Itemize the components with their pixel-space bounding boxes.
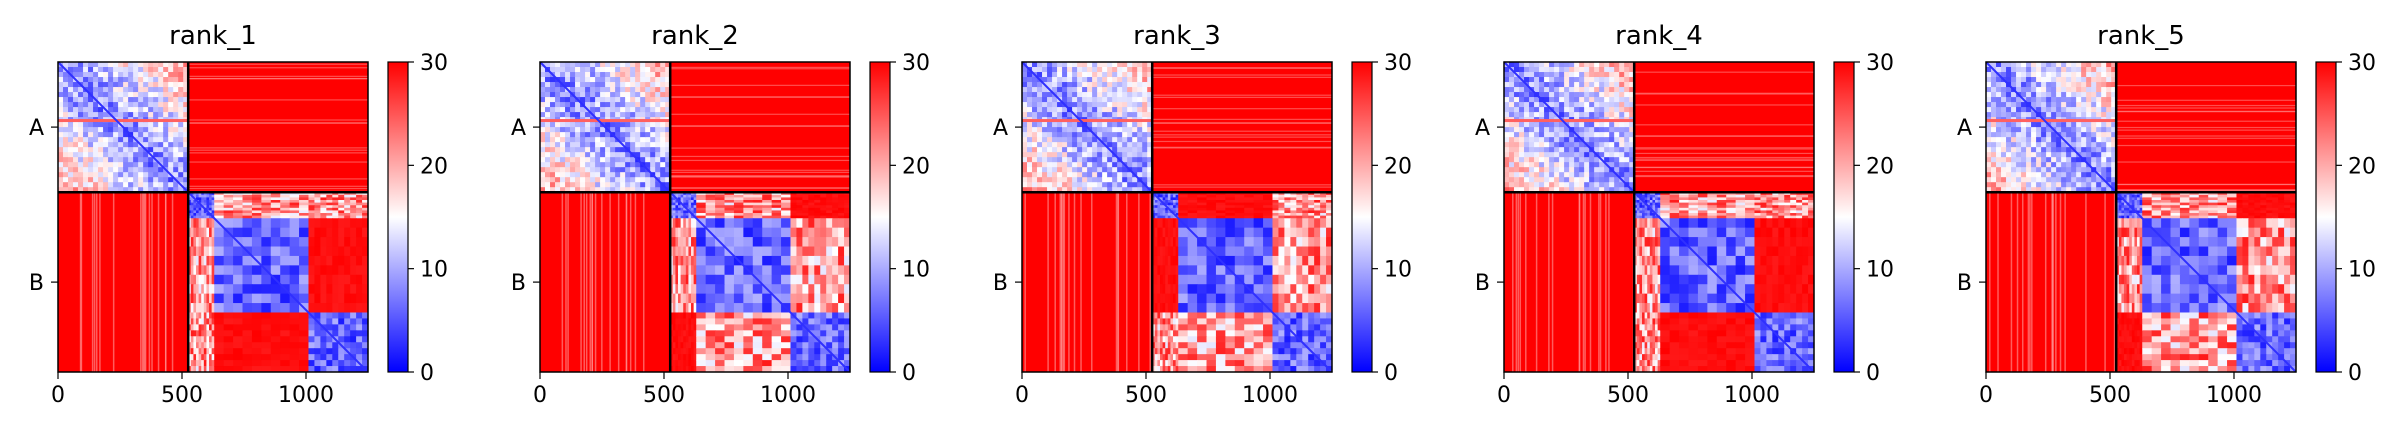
colorbar-tick-label: 20 — [902, 154, 930, 179]
chain-label: B — [1957, 271, 1972, 296]
chain-label: B — [29, 271, 44, 296]
panel-title: rank_1 — [169, 21, 257, 51]
chain-label: A — [511, 116, 526, 141]
chain-label: B — [1475, 271, 1490, 296]
colorbar-tick-label: 10 — [1384, 258, 1412, 283]
colorbar-tick-label: 0 — [1384, 361, 1398, 386]
x-tick-label: 500 — [161, 383, 203, 408]
panel-4: rank_4 0 500 1000 A B 0 10 20 30 — [1475, 21, 1894, 408]
panel-title: rank_5 — [2097, 21, 2185, 51]
x-tick-label: 1000 — [278, 383, 334, 408]
x-tick-label: 0 — [1979, 383, 1993, 408]
colorbar-tick-label: 30 — [1384, 51, 1412, 76]
colorbar — [1352, 62, 1372, 372]
panel-2: rank_2 0 500 1000 A B 0 10 20 30 — [511, 21, 930, 408]
chain-label: A — [993, 116, 1008, 141]
colorbar — [870, 62, 890, 372]
chain-label: B — [993, 271, 1008, 296]
x-tick-label: 1000 — [2206, 383, 2262, 408]
x-tick-label: 500 — [643, 383, 685, 408]
colorbar-tick-label: 10 — [2348, 258, 2376, 283]
panel-3: rank_3 0 500 1000 A B 0 10 20 30 — [993, 21, 1412, 408]
colorbar-tick-label: 0 — [1866, 361, 1880, 386]
chain-label: A — [29, 116, 44, 141]
colorbar-tick-label: 10 — [420, 258, 448, 283]
panel-title: rank_4 — [1615, 21, 1703, 51]
colorbar — [1834, 62, 1854, 372]
colorbar — [388, 62, 408, 372]
panel-1: rank_1 0 500 1000 A B 0 10 20 30 — [29, 21, 448, 408]
colorbar-tick-label: 10 — [1866, 258, 1894, 283]
x-tick-label: 500 — [1125, 383, 1167, 408]
x-tick-label: 0 — [51, 383, 65, 408]
x-tick-label: 1000 — [760, 383, 816, 408]
colorbar-tick-label: 0 — [902, 361, 916, 386]
x-tick-label: 0 — [1015, 383, 1029, 408]
colorbar-tick-label: 20 — [1384, 154, 1412, 179]
x-tick-label: 0 — [1497, 383, 1511, 408]
colorbar-tick-label: 30 — [2348, 51, 2376, 76]
x-tick-label: 500 — [2089, 383, 2131, 408]
x-tick-label: 1000 — [1242, 383, 1298, 408]
colorbar — [2316, 62, 2336, 372]
chain-label: B — [511, 271, 526, 296]
colorbar-tick-label: 0 — [420, 361, 434, 386]
colorbar-tick-label: 0 — [2348, 361, 2362, 386]
colorbar-tick-label: 30 — [902, 51, 930, 76]
panel-title: rank_2 — [651, 21, 739, 51]
colorbar-tick-label: 20 — [420, 154, 448, 179]
panel-title: rank_3 — [1133, 21, 1221, 51]
x-tick-label: 0 — [533, 383, 547, 408]
x-tick-label: 1000 — [1724, 383, 1780, 408]
panel-5: rank_5 0 500 1000 A B 0 10 20 30 — [1957, 21, 2376, 408]
colorbar-tick-label: 20 — [1866, 154, 1894, 179]
colorbar-tick-label: 10 — [902, 258, 930, 283]
x-tick-label: 500 — [1607, 383, 1649, 408]
colorbar-tick-label: 30 — [420, 51, 448, 76]
chain-label: A — [1957, 116, 1972, 141]
colorbar-tick-label: 20 — [2348, 154, 2376, 179]
chain-label: A — [1475, 116, 1490, 141]
colorbar-tick-label: 30 — [1866, 51, 1894, 76]
